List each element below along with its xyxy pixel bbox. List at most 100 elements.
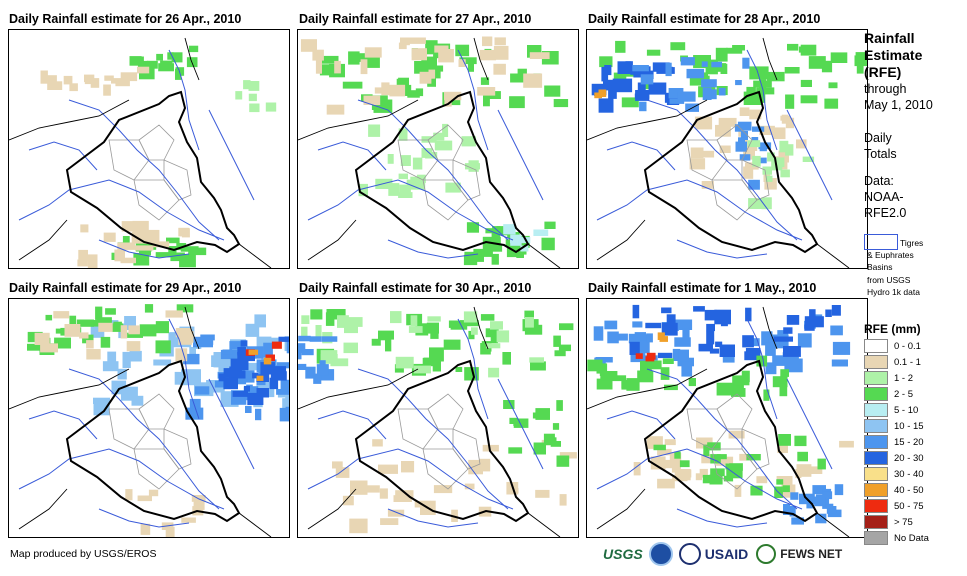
rainfall-cell [804,324,815,331]
rainfall-cell [93,401,110,416]
rainfall-cell [669,98,685,104]
iraq-border [65,359,241,523]
rainfall-cell [300,39,317,52]
rainfall-cell [86,340,94,349]
rainfall-cell [343,342,358,354]
rainfall-cell [468,330,475,340]
rainfall-cell [491,233,500,240]
rainfall-map-1-may [586,298,868,538]
rainfall-cell [193,336,213,348]
rainfall-cell [609,375,627,382]
rainfall-cell [604,320,618,330]
rainfall-cell [77,259,88,267]
rainfall-cell [146,60,158,69]
rainfall-cell [745,162,759,170]
rainfall-cell [364,485,380,493]
rainfall-cell [493,45,509,60]
rainfall-cell [598,98,614,113]
legend-swatch [864,467,888,481]
rainfall-cell [661,307,672,314]
basin-boundary [317,141,387,171]
basin-boundary [98,508,190,528]
basin-boundary [746,318,778,420]
legend-row: 30 - 40 [864,467,924,481]
rainfall-cell [111,380,127,395]
rainfall-cell [665,62,672,77]
rainfall-cell [668,88,684,99]
rainfall-cell [629,341,640,355]
rainfall-cell [682,328,690,340]
rainfall-cell [87,254,98,268]
rainfall-cell [726,47,743,54]
basin-boundary [317,410,387,440]
rainfall-cell [463,254,478,266]
rainfall-cell [256,388,269,398]
rainfall-cell [640,74,654,85]
rainfall-cell [553,335,561,347]
panel-title-5: Daily Rainfall estimate for 30 Apr., 201… [299,281,532,295]
rainfall-cell [248,81,260,91]
country-border [307,488,357,530]
rainfall-cell [759,125,775,135]
rainfall-cell [660,367,670,380]
rainfall-cell [358,183,368,197]
rainfall-cell [183,353,200,365]
rainfall-cell [529,52,550,59]
basin-boundary [307,179,514,241]
rainfall-cell [427,316,441,322]
rainfall-cell [55,328,68,334]
rainfall-cell [434,45,449,53]
rainfall-cell [90,78,100,88]
rainfall-cell [746,454,761,461]
rainfall-cell [637,340,650,354]
rainfall-cell [520,245,529,252]
rainfall-cell [784,358,803,373]
rainfall-cell [735,141,747,152]
rainfall-cell [178,227,190,237]
rainfall-cell [734,484,742,497]
basin-text-3: Basins [867,262,893,272]
legend-swatch [864,339,888,353]
rainfall-cell [599,56,613,68]
rainfall-cell [595,357,613,363]
rainfall-cell [772,355,792,366]
legend-label: 5 - 10 [894,404,919,416]
rainfall-cell [335,467,350,478]
rainfall-cell [170,252,185,262]
rainfall-cell [490,321,503,330]
rainfall-cell [248,349,259,355]
legend-swatch [864,515,888,529]
rainfall-cell [117,242,136,250]
basin-boundary [28,410,98,440]
rainfall-cell [69,315,77,329]
province-boundary [138,393,175,430]
rainfall-cell [784,67,800,74]
rainfall-cell [390,311,402,324]
data-label: Data: [864,174,894,188]
rainfall-cell [491,253,499,265]
legend-label: 20 - 30 [894,452,924,464]
fews-globe-icon [756,544,777,564]
legend-row: > 75 [864,515,913,529]
rainfall-cell [524,310,534,319]
rainfall-cell [508,447,523,454]
panel-title-1: Daily Rainfall estimate for 26 Apr., 201… [9,12,242,26]
rainfall-cell [791,517,804,525]
rainfall-cell [553,99,569,108]
rainfall-cell [709,348,720,354]
rainfall-cell [601,66,609,82]
province-boundary [133,448,180,490]
legend-swatch [864,531,888,545]
country-border [762,306,778,350]
rainfall-cell [634,93,650,99]
rainfall-cell [419,71,432,84]
basin-boundary [18,448,225,510]
rainfall-cell [249,103,260,113]
rainfall-cell [716,454,727,460]
rainfall-cell [617,333,628,341]
rainfall-cell [678,349,689,362]
rainfall-cell [235,91,243,100]
rainfall-cell [120,72,138,82]
rainfall-cell [120,325,128,339]
rainfall-cell [535,408,550,420]
